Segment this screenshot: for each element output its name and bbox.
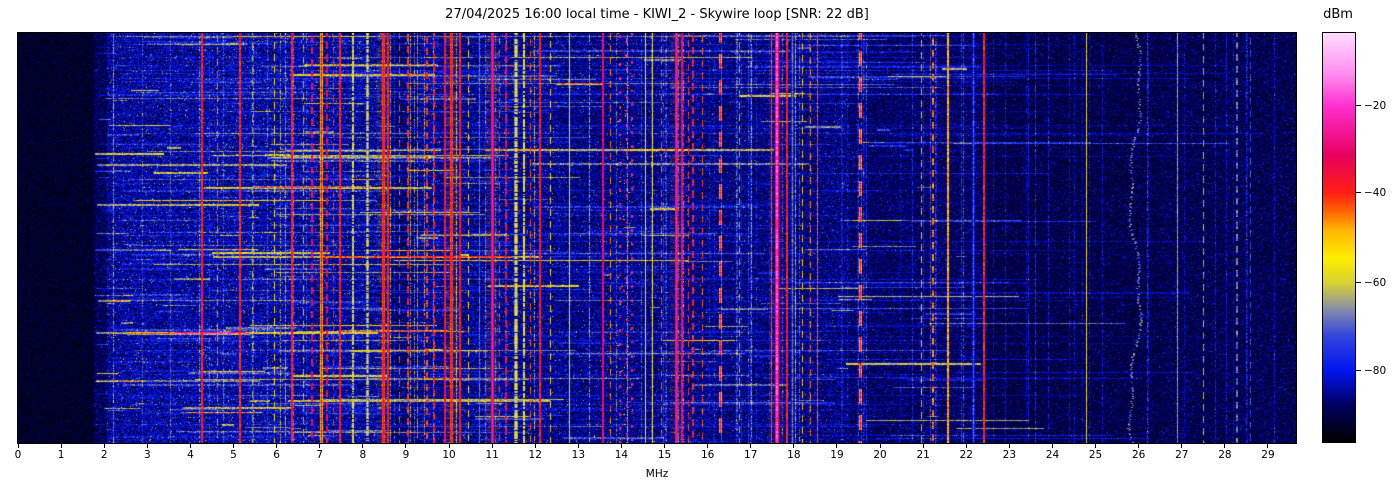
colorbar-tick-mark <box>1356 370 1361 372</box>
x-tick-mark <box>1008 444 1010 448</box>
colorbar-tick-label: −80 <box>1364 364 1387 377</box>
x-tick-label: 14 <box>614 449 629 461</box>
x-tick-mark <box>103 444 105 448</box>
plot-frame <box>17 32 1297 444</box>
x-tick-mark <box>965 444 967 448</box>
x-axis-label: MHz <box>645 468 669 480</box>
x-tick-mark <box>1051 444 1053 448</box>
x-tick-label: 6 <box>273 449 280 461</box>
x-tick-label: 19 <box>830 449 844 461</box>
x-tick-label: 21 <box>916 449 930 461</box>
page-title: 27/04/2025 16:00 local time - KIWI_2 - S… <box>445 7 869 22</box>
x-tick-mark <box>319 444 321 448</box>
x-tick-mark <box>189 444 191 448</box>
x-tick-label: 1 <box>57 449 65 461</box>
x-tick-mark <box>17 444 19 448</box>
x-tick-mark <box>1181 444 1183 448</box>
x-tick-label: 2 <box>100 449 108 461</box>
colorbar-tick-mark <box>1356 105 1361 107</box>
x-tick-label: 20 <box>873 449 887 461</box>
x-tick-label: 15 <box>657 449 672 461</box>
x-tick-label: 18 <box>787 449 801 461</box>
x-tick-label: 24 <box>1045 449 1060 461</box>
x-tick-mark <box>707 444 709 448</box>
x-tick-mark <box>534 444 536 448</box>
x-tick-label: 12 <box>528 449 542 461</box>
colorbar-tick-label: −40 <box>1364 186 1387 199</box>
x-tick-label: 9 <box>402 449 410 461</box>
x-tick-mark <box>577 444 579 448</box>
x-tick-mark <box>60 444 62 448</box>
x-tick-label: 28 <box>1218 449 1232 461</box>
x-tick-mark <box>750 444 752 448</box>
x-tick-mark <box>448 444 450 448</box>
x-tick-mark <box>405 444 407 448</box>
colorbar-label: dBm <box>1323 7 1353 22</box>
x-tick-label: 25 <box>1088 449 1103 461</box>
x-tick-mark <box>1267 444 1269 448</box>
spectrogram-canvas <box>18 33 1296 443</box>
x-tick-mark <box>233 444 234 448</box>
x-tick-label: 7 <box>316 449 324 461</box>
x-tick-mark <box>620 444 622 448</box>
colorbar-tick-mark <box>1356 192 1361 194</box>
x-tick-mark <box>1138 444 1140 448</box>
x-tick-mark <box>664 444 666 448</box>
x-tick-label: 4 <box>187 449 194 461</box>
x-tick-label: 10 <box>442 449 456 461</box>
x-tick-mark <box>922 444 924 448</box>
x-tick-label: 17 <box>744 449 758 461</box>
x-tick-label: 23 <box>1002 449 1017 461</box>
x-tick-mark <box>146 444 148 448</box>
x-tick-label: 27 <box>1175 449 1189 461</box>
x-tick-mark <box>1095 444 1097 448</box>
x-tick-label: 13 <box>571 449 586 461</box>
x-tick-mark <box>276 444 278 448</box>
x-tick-label: 5 <box>230 449 237 461</box>
colorbar-tick-label: −20 <box>1364 99 1387 112</box>
x-tick-label: 29 <box>1261 449 1275 461</box>
x-tick-mark <box>491 444 493 448</box>
x-tick-label: 26 <box>1131 449 1146 461</box>
x-tick-label: 0 <box>14 449 22 461</box>
x-tick-label: 16 <box>700 449 715 461</box>
x-tick-mark <box>836 444 838 448</box>
x-tick-label: 22 <box>959 449 973 461</box>
x-tick-label: 11 <box>485 449 499 461</box>
x-tick-label: 8 <box>359 449 367 461</box>
x-tick-mark <box>879 444 881 448</box>
x-tick-mark <box>1224 444 1226 448</box>
colorbar-tick-label: −60 <box>1364 276 1387 289</box>
colorbar <box>1322 32 1356 443</box>
colorbar-tick-mark <box>1356 282 1361 284</box>
x-tick-label: 3 <box>143 449 151 461</box>
x-tick-mark <box>793 444 795 448</box>
x-tick-mark <box>362 444 364 448</box>
